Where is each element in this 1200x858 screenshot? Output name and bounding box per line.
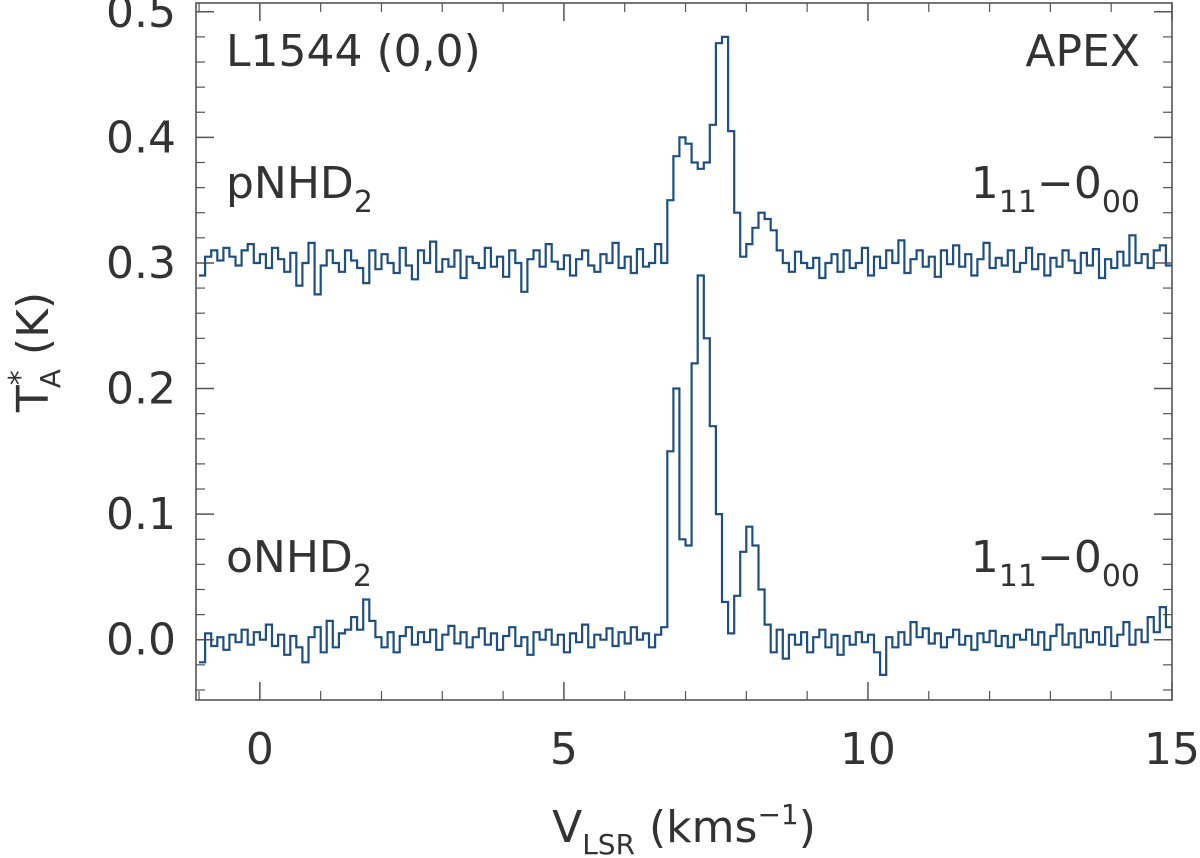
series-name-sub: 2: [353, 559, 372, 594]
y-tick-label: 0.4: [106, 112, 176, 163]
transition-upper: 11: [999, 185, 1037, 220]
transition-lower-base: 0: [1074, 158, 1102, 209]
y-tick-label: 0.0: [106, 615, 176, 666]
transition-lower: 00: [1102, 185, 1140, 220]
y-tick-label: 0.3: [106, 238, 176, 289]
y-label-sub: A: [34, 369, 67, 388]
transition-dash: −: [1037, 532, 1074, 583]
series-name: pNHD: [226, 158, 354, 209]
y-tick-label: 0.1: [106, 489, 176, 540]
x-label-unit-sup: −1: [757, 798, 798, 831]
spectra: [199, 35, 1172, 676]
plot-frame: [195, 2, 1173, 701]
y-axis-label: T*A (K): [3, 292, 67, 413]
x-tick-label: 5: [550, 724, 578, 775]
transition-lower: 00: [1102, 559, 1140, 594]
series-name: oNHD: [226, 532, 353, 583]
axis-ticks: [196, 3, 1173, 700]
y-label-unit: (K): [8, 292, 59, 369]
x-tick-label: 10: [840, 724, 896, 775]
x-label-main: V: [552, 802, 582, 853]
series-name-sub: 2: [354, 185, 373, 220]
transition-upper: 11: [999, 559, 1037, 594]
telescope-label: APEX: [1025, 26, 1140, 77]
transition-label-onhd2: 111−000: [971, 532, 1140, 594]
x-label-unit-close: ): [799, 802, 816, 853]
y-tick-label: 0.5: [106, 0, 176, 38]
transition-upper-base: 1: [971, 532, 999, 583]
x-tick-label: 0: [246, 724, 274, 775]
x-tick-label: 15: [1144, 724, 1200, 775]
x-label-unit: (kms: [635, 802, 757, 853]
x-axis-label: VLSR (kms−1): [552, 798, 816, 858]
source-label: L1544 (0,0): [226, 26, 481, 77]
spectrum-line-pnhd2: [199, 35, 1172, 296]
tick-labels: 0 5 10 150.00.10.20.30.40.5: [106, 0, 1200, 775]
transition-lower-base: 0: [1074, 532, 1102, 583]
series-label-pnhd2: pNHD2: [226, 158, 373, 220]
transition-dash: −: [1037, 158, 1074, 209]
transition-upper-base: 1: [971, 158, 999, 209]
series-label-onhd2: oNHD2: [226, 532, 372, 594]
y-tick-label: 0.2: [106, 364, 176, 415]
spectrum-line-onhd2: [199, 274, 1172, 676]
y-label-main: T: [8, 385, 59, 413]
transition-label-pnhd2: 111−000: [971, 158, 1140, 220]
y-label-sup: *: [3, 370, 38, 385]
x-label-sub: LSR: [582, 828, 635, 858]
